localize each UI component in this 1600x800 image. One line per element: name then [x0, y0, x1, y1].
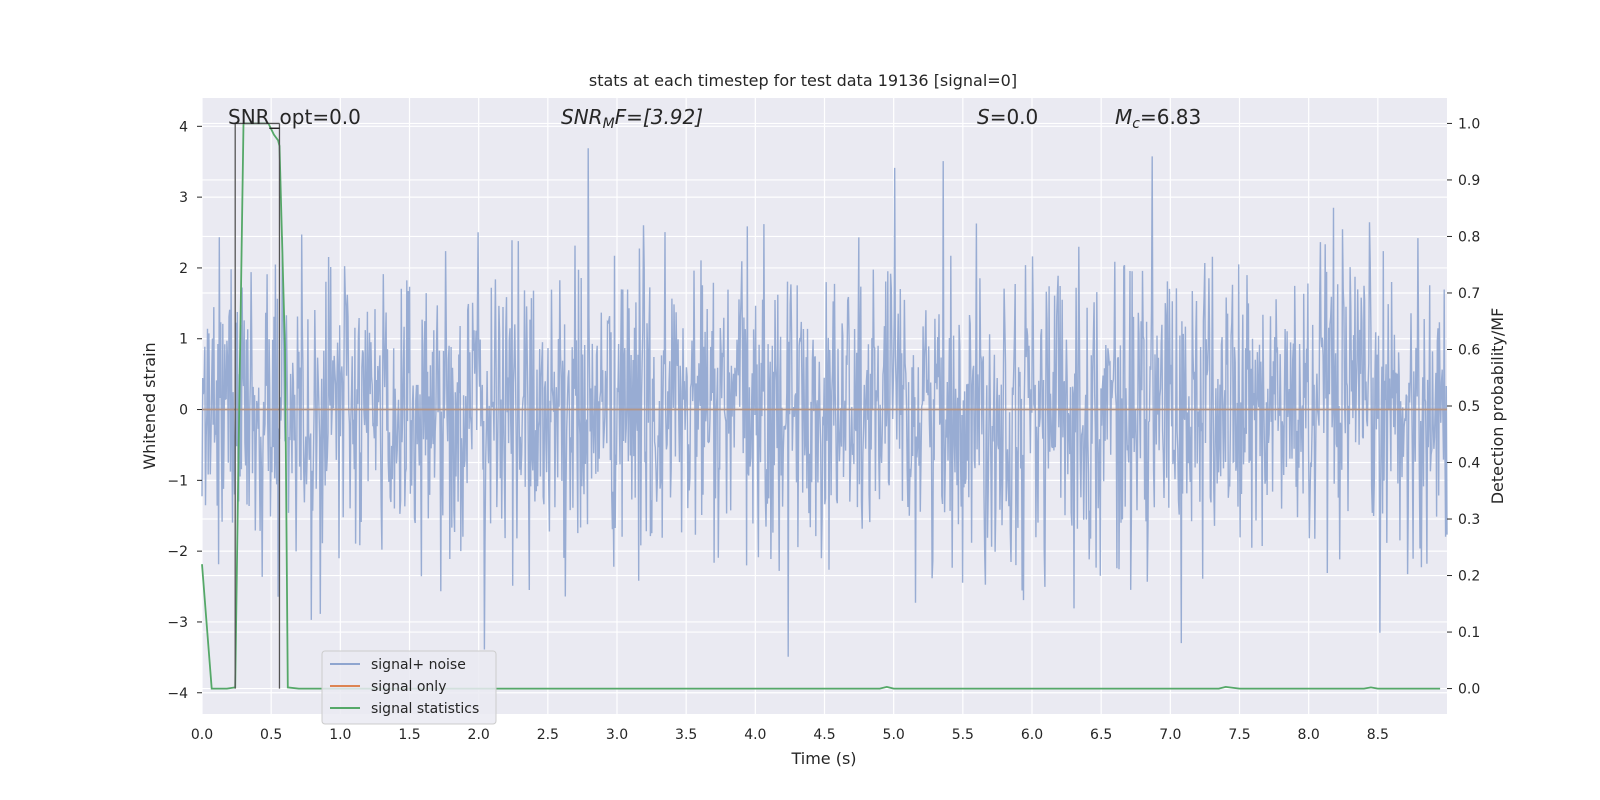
- noise-line: [201, 148, 1448, 657]
- annotation-snr-mf-label: SNR: [561, 105, 603, 129]
- annotation-mc: Mc=6.83: [1115, 105, 1201, 132]
- y-tick-label: 3: [179, 190, 188, 206]
- y2-axis-ticks: 1.0 0.9 0.8 0.7 0.6 0.5 0.4 0.3 0.2 0.1 0.0: [1447, 116, 1480, 698]
- legend: signal+ noise signal only signal statist…: [321, 650, 497, 725]
- x-tick-label: 6.5: [1090, 727, 1112, 743]
- legend-label-signal: signal only: [371, 679, 446, 695]
- x-tick-label: 1.0: [329, 727, 351, 743]
- y-tick-label: 1: [179, 332, 188, 348]
- annotations: SNR_opt=0.0 SNRMF=[3.92] S=0.0 Mc=6.83: [228, 105, 1201, 132]
- y2-tick-label: 0.1: [1458, 625, 1480, 641]
- y2-tick-label: 0.2: [1458, 569, 1480, 585]
- y-tick-label: −2: [167, 544, 188, 560]
- x-axis-label: Time (s): [790, 749, 856, 768]
- annotation-mc-label: M: [1115, 105, 1132, 129]
- y-tick-label: 2: [179, 261, 188, 277]
- annotation-s-label: S: [977, 105, 990, 129]
- x-tick-label: 5.0: [883, 727, 905, 743]
- x-tick-label: 5.5: [952, 727, 974, 743]
- chart-title: stats at each timestep for test data 191…: [589, 71, 1017, 90]
- annotation-s-value: =0.0: [990, 105, 1039, 129]
- y2-tick-label: 0.0: [1458, 682, 1480, 698]
- x-tick-label: 6.0: [1021, 727, 1043, 743]
- legend-label-stats: signal statistics: [371, 701, 479, 717]
- y-axis-ticks: 4 3 2 1 0 −1 −2 −3 −4: [167, 119, 202, 702]
- x-tick-label: 1.5: [398, 727, 420, 743]
- x-tick-label: 2.0: [468, 727, 490, 743]
- x-tick-label: 7.5: [1228, 727, 1250, 743]
- annotation-snr-opt: SNR_opt=0.0: [228, 105, 361, 129]
- y-tick-label: 0: [179, 403, 188, 419]
- x-tick-label: 7.0: [1159, 727, 1181, 743]
- y2-tick-label: 0.6: [1458, 342, 1480, 358]
- x-tick-label: 0.0: [191, 727, 213, 743]
- series-signal-noise: [201, 148, 1448, 657]
- annotation-snr-mf: SNRMF=[3.92]: [561, 105, 703, 132]
- y2-tick-label: 0.7: [1458, 286, 1480, 302]
- y2-tick-label: 0.3: [1458, 512, 1480, 528]
- y2-tick-label: 0.4: [1458, 456, 1480, 472]
- legend-label-noise: signal+ noise: [371, 657, 466, 673]
- x-tick-label: 8.0: [1298, 727, 1320, 743]
- annotation-s: S=0.0: [977, 105, 1038, 129]
- y2-tick-label: 0.5: [1458, 399, 1480, 415]
- annotation-mc-sub: c: [1132, 116, 1140, 132]
- y-axis-label: Whitened strain: [140, 342, 159, 469]
- x-tick-label: 3.5: [675, 727, 697, 743]
- marker-lines: [234, 122, 281, 689]
- x-tick-label: 3.0: [606, 727, 628, 743]
- x-tick-label: 4.5: [813, 727, 835, 743]
- x-tick-label: 8.5: [1367, 727, 1389, 743]
- y-tick-label: −3: [167, 615, 188, 631]
- y2-tick-label: 0.9: [1458, 173, 1480, 189]
- x-tick-label: 2.5: [537, 727, 559, 743]
- y2-axis-label: Detection probability/MF: [1488, 308, 1507, 505]
- x-axis-ticks: 0.0 0.5 1.0 1.5 2.0 2.5 3.0 3.5 4.0 4.5 5.0 5.5 6.0 6…: [191, 727, 1389, 743]
- x-tick-label: 4.0: [744, 727, 766, 743]
- legend-box: [321, 650, 497, 725]
- y-tick-label: −4: [167, 686, 188, 702]
- annotation-mc-value: =6.83: [1140, 105, 1201, 129]
- annotation-snr-mf-sub: M: [603, 116, 615, 132]
- y2-tick-label: 0.8: [1458, 229, 1480, 245]
- y-tick-label: 4: [179, 119, 188, 135]
- y-tick-label: −1: [167, 473, 188, 489]
- y2-tick-label: 1.0: [1458, 116, 1480, 132]
- annotation-snr-mf-tail: F=[3.92]: [615, 105, 703, 129]
- x-tick-label: 0.5: [260, 727, 282, 743]
